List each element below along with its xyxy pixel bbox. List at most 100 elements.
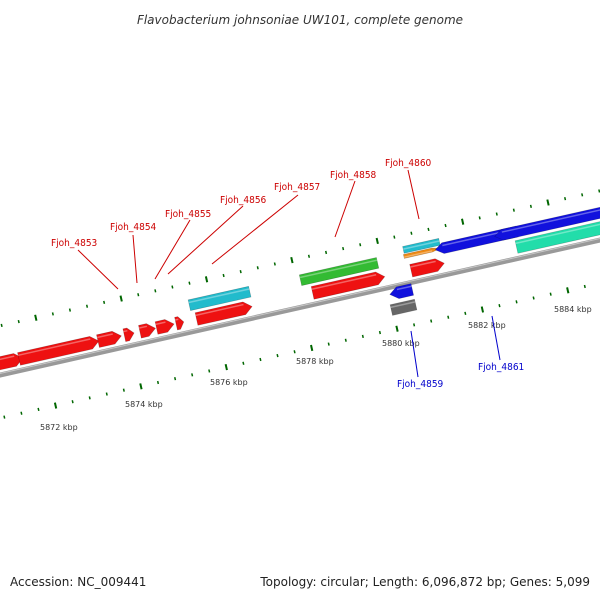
kbp-label: 5876 kbp xyxy=(210,378,248,387)
tick-mark xyxy=(71,400,74,404)
backbone-highlight xyxy=(0,237,600,375)
tick-mark xyxy=(174,377,177,381)
tick-mark xyxy=(498,304,501,308)
kbp-labels: 5872 kbp 5874 kbp 5876 kbp 5878 kbp 5880… xyxy=(40,305,592,432)
cds-forward-arrow-shine xyxy=(0,355,15,361)
tick-mark xyxy=(532,296,535,300)
tick-mark xyxy=(3,415,6,419)
tick-mark xyxy=(344,338,347,342)
leader-line xyxy=(167,205,244,275)
tick-mark xyxy=(307,254,311,258)
tick-mark xyxy=(85,304,89,308)
genome-backbone xyxy=(0,237,600,378)
cds-forward-arrow xyxy=(96,330,122,348)
tick-mark xyxy=(447,315,450,319)
tick-mark xyxy=(464,311,467,315)
tick-mark xyxy=(259,357,262,362)
tick-mark xyxy=(239,270,242,274)
cds-reverse-arrow-shine xyxy=(442,228,517,247)
tick-mark xyxy=(566,287,570,294)
tick-mark xyxy=(359,243,362,247)
leader-line xyxy=(77,249,119,290)
leader-line xyxy=(410,330,419,378)
leader-line xyxy=(132,234,138,284)
tick-mark xyxy=(88,396,91,400)
feature-tracks xyxy=(0,206,600,371)
tick-mark xyxy=(290,256,294,264)
tick-mark xyxy=(105,392,108,396)
cds-forward-arrow-shine xyxy=(175,318,179,321)
tick-mark xyxy=(171,285,174,289)
tick-mark xyxy=(361,334,364,339)
cds-forward-arrow-shine xyxy=(155,321,166,326)
cds-reverse-arrow-shine xyxy=(501,209,600,233)
tick-mark xyxy=(137,293,140,297)
kbp-label: 5872 kbp xyxy=(40,423,78,432)
tick-mark xyxy=(393,235,396,239)
gene-label: Fjoh_4858 xyxy=(330,170,377,181)
feature-gray-box xyxy=(389,298,418,316)
tick-mark xyxy=(20,411,23,415)
feature-teal-box-shine xyxy=(515,223,600,245)
tick-mark xyxy=(546,199,550,206)
tick-mark xyxy=(256,266,259,270)
cds-forward-arrow-shine xyxy=(311,274,377,290)
cds-forward-arrow-shine xyxy=(123,330,128,333)
tick-mark xyxy=(293,350,296,354)
gene-label: Fjoh_4860 xyxy=(385,158,432,169)
genome-summary-text: Topology: circular; Length: 6,096,872 bp… xyxy=(259,575,590,589)
tick-mark xyxy=(119,295,123,302)
cds-forward-arrow xyxy=(17,336,100,366)
kbp-label: 5880 kbp xyxy=(382,339,420,348)
cds-forward-arrow-shine xyxy=(195,303,244,317)
tick-mark xyxy=(222,273,225,278)
leader-line xyxy=(154,219,191,280)
tick-mark xyxy=(410,231,413,235)
tick-mark xyxy=(581,193,584,197)
feature-cyan-box-shine xyxy=(188,288,250,304)
gene-label: Fjoh_4857 xyxy=(274,182,320,193)
kbp-label: 5884 kbp xyxy=(554,305,592,314)
cds-forward-arrow xyxy=(310,271,386,300)
inner-tick-ring xyxy=(3,284,586,419)
tick-mark xyxy=(51,312,54,316)
feature-cyan-box xyxy=(187,285,252,311)
gene-label: Fjoh_4856 xyxy=(220,195,267,206)
feature-green-box-shine xyxy=(299,259,378,279)
tick-mark xyxy=(224,363,228,371)
feature-orange-arrow-shine xyxy=(403,250,433,258)
feature-green-box xyxy=(298,257,380,286)
tick-mark xyxy=(444,223,447,228)
feature-cyan-box xyxy=(402,238,441,254)
cds-reverse-arrow xyxy=(494,206,600,241)
gene-label-leaders xyxy=(77,169,501,378)
tick-mark xyxy=(310,344,314,352)
gene-label: Fjoh_4861 xyxy=(478,362,524,373)
tick-mark xyxy=(34,314,38,321)
feature-orange-arrow xyxy=(403,247,441,259)
tick-mark xyxy=(529,204,532,208)
backbone-line xyxy=(0,237,600,378)
tick-mark xyxy=(273,262,276,266)
tick-mark xyxy=(480,306,485,313)
tick-mark xyxy=(122,388,125,392)
map-title: Flavobacterium johnsoniae UW101, complet… xyxy=(137,13,463,27)
tick-mark xyxy=(327,342,330,346)
tick-mark xyxy=(188,281,191,285)
cds-forward-arrow xyxy=(174,316,185,331)
tick-mark xyxy=(204,276,209,283)
tick-mark xyxy=(549,292,552,296)
kbp-label: 5874 kbp xyxy=(125,400,163,409)
tick-mark xyxy=(342,246,345,251)
tick-mark xyxy=(495,212,498,216)
cds-forward-arrow xyxy=(122,327,135,342)
accession-text: Accession: NC_009441 xyxy=(10,575,146,589)
tick-mark xyxy=(37,407,40,412)
tick-mark xyxy=(139,383,143,390)
tick-mark xyxy=(17,319,20,324)
tick-mark xyxy=(375,237,379,245)
outer-tick-ring xyxy=(0,189,600,328)
leader-line xyxy=(491,315,501,361)
feature-gray-box-shine xyxy=(390,301,416,309)
